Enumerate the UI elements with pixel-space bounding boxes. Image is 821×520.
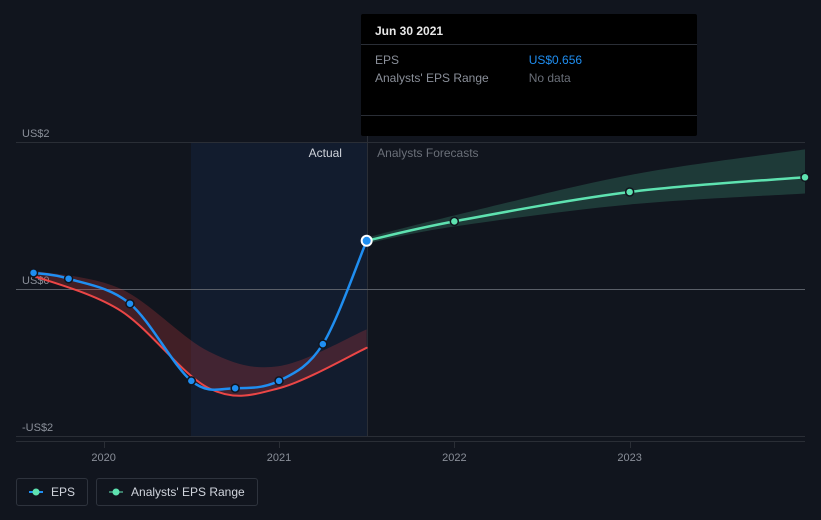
tooltip-divider [361, 44, 697, 45]
tooltip-row-label: EPS [375, 51, 529, 69]
tooltip-row-label: Analysts' EPS Range [375, 69, 529, 87]
tooltip-divider [361, 115, 697, 116]
tooltip-row-value: US$0.656 [529, 51, 582, 69]
legend-label: Analysts' EPS Range [131, 485, 245, 499]
eps-chart: US$2US$0-US$2 2020202120222023 Actual An… [0, 0, 821, 520]
tooltip-date: Jun 30 2021 [375, 24, 683, 38]
tooltip-row-value: No data [529, 69, 582, 87]
legend-swatch-icon [29, 487, 43, 497]
legend-item-eps[interactable]: EPS [16, 478, 88, 506]
legend-swatch-icon [109, 487, 123, 497]
legend: EPS Analysts' EPS Range [16, 478, 258, 506]
legend-label: EPS [51, 485, 75, 499]
legend-item-analysts-range[interactable]: Analysts' EPS Range [96, 478, 258, 506]
tooltip: Jun 30 2021 EPS US$0.656 Analysts' EPS R… [361, 14, 697, 136]
